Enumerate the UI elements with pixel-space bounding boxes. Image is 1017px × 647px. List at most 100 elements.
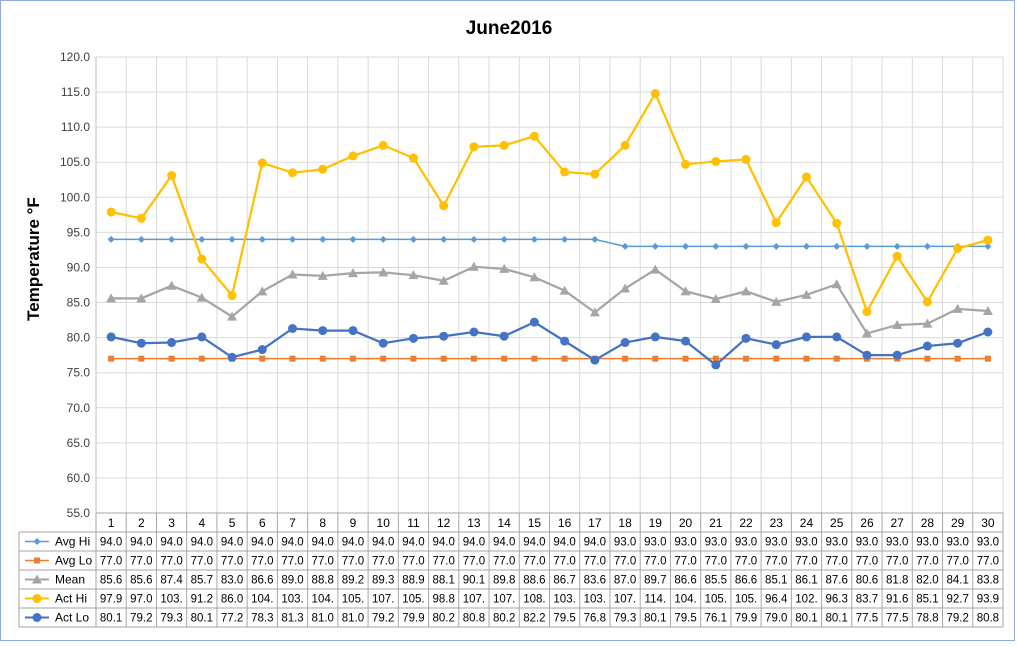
- series-line: [111, 238, 988, 248]
- data-point: [257, 286, 268, 296]
- data-point: [861, 328, 872, 338]
- data-point: [470, 235, 478, 243]
- data-label: 103.: [584, 594, 606, 606]
- data-point: [712, 242, 720, 250]
- x-tick-label: 24: [800, 516, 814, 530]
- data-point: [620, 338, 630, 348]
- data-label: 82.0: [916, 575, 938, 587]
- data-point: [559, 285, 570, 295]
- data-label: 77.0: [826, 556, 848, 568]
- data-point: [378, 140, 388, 150]
- data-label: 93.0: [886, 537, 908, 549]
- data-label: 85.7: [191, 575, 213, 587]
- data-point: [408, 333, 418, 343]
- legend-entry: Avg Hi: [55, 535, 90, 549]
- legend-marker: [34, 557, 40, 564]
- data-point: [319, 235, 327, 243]
- data-label: 104.: [674, 594, 696, 606]
- data-label: 96.3: [826, 594, 848, 606]
- x-tick-label: 5: [229, 516, 236, 530]
- data-point: [197, 332, 207, 342]
- data-point: [440, 355, 447, 362]
- data-point: [166, 280, 177, 290]
- data-point: [710, 294, 721, 304]
- data-label: 77.2: [221, 613, 243, 625]
- data-point: [590, 355, 600, 365]
- data-label: 85.6: [130, 575, 152, 587]
- data-label: 80.1: [100, 613, 122, 625]
- data-point: [349, 235, 357, 243]
- data-label: 86.6: [251, 575, 273, 587]
- data-point: [318, 326, 328, 336]
- data-label: 80.2: [432, 613, 454, 625]
- data-label: 80.1: [795, 613, 817, 625]
- x-tick-label: 17: [588, 516, 602, 530]
- data-point: [771, 218, 781, 228]
- y-tick-label: 70.0: [67, 401, 91, 415]
- series-mean: [106, 261, 993, 338]
- data-label: 105.: [402, 594, 424, 606]
- data-point: [954, 355, 961, 362]
- data-point: [771, 340, 781, 350]
- data-point: [682, 242, 690, 250]
- data-point: [922, 297, 932, 307]
- data-point: [499, 331, 509, 341]
- data-label: 89.7: [644, 575, 666, 587]
- series-lines: [106, 88, 993, 370]
- legend-entry: Act Lo: [55, 611, 89, 625]
- data-label: 77.0: [191, 556, 213, 568]
- data-label: 87.4: [160, 575, 183, 587]
- x-tick-label: 21: [709, 516, 723, 530]
- y-tick-label: 90.0: [67, 260, 91, 274]
- y-tick-label: 80.0: [67, 331, 91, 345]
- x-tick-label: 13: [467, 516, 481, 530]
- data-point: [892, 319, 903, 329]
- data-label: 81.3: [281, 613, 303, 625]
- data-label: 83.0: [221, 575, 243, 587]
- y-tick-label: 105.0: [60, 155, 90, 169]
- data-label: 77.0: [523, 556, 545, 568]
- x-tick-label: 26: [860, 516, 874, 530]
- data-point: [681, 336, 691, 346]
- data-label: 77.0: [432, 556, 454, 568]
- data-label: 86.0: [221, 594, 243, 606]
- x-tick-label: 1: [108, 516, 115, 530]
- data-label: 94.0: [523, 537, 545, 549]
- data-label: 88.1: [432, 575, 454, 587]
- data-label: 87.6: [826, 575, 848, 587]
- data-label: 77.0: [584, 556, 606, 568]
- data-label: 94.0: [281, 537, 303, 549]
- data-label: 94.0: [402, 537, 424, 549]
- data-point: [228, 235, 236, 243]
- data-point: [772, 242, 780, 250]
- data-label: 85.5: [705, 575, 727, 587]
- x-tick-label: 29: [951, 516, 965, 530]
- data-label: 85.1: [916, 594, 938, 606]
- data-label: 94.0: [342, 537, 364, 549]
- data-label: 105.: [705, 594, 727, 606]
- x-tick-label: 27: [891, 516, 905, 530]
- data-point: [801, 172, 811, 182]
- series-line: [110, 90, 989, 315]
- y-tick-label: 100.0: [60, 190, 90, 204]
- series-act-lo: [106, 317, 993, 370]
- data-label: 94.0: [584, 537, 606, 549]
- data-point: [197, 254, 207, 264]
- data-label: 83.6: [584, 575, 606, 587]
- data-label: 78.8: [916, 613, 938, 625]
- data-label: 77.0: [856, 556, 878, 568]
- data-label: 86.7: [553, 575, 575, 587]
- x-tick-label: 23: [770, 516, 784, 530]
- data-point: [196, 292, 207, 302]
- x-tick-label: 8: [319, 516, 326, 530]
- data-point: [833, 355, 840, 362]
- data-label: 93.0: [765, 537, 787, 549]
- data-point: [500, 235, 508, 243]
- data-point: [863, 242, 871, 250]
- data-label: 94.0: [432, 537, 454, 549]
- data-point: [259, 355, 266, 362]
- data-point: [560, 167, 570, 177]
- data-point: [137, 235, 145, 243]
- y-axis-ticks: 55.0 60.0 65.0 70.0 75.0 80.0 85.0 90.0 95.0 100.…: [60, 50, 90, 520]
